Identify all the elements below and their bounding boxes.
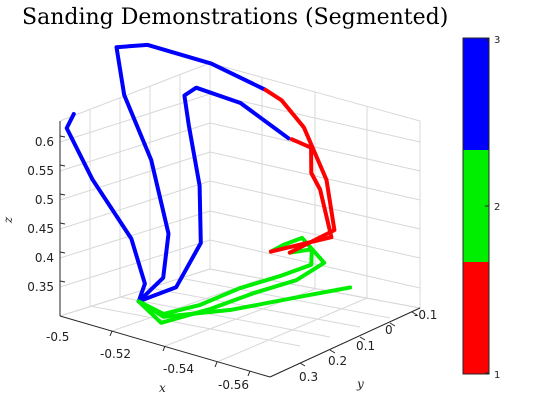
y-axis-line (269, 307, 421, 378)
series-layer (64, 42, 353, 325)
y-tick-label: 0.3 (299, 370, 318, 384)
colorbar-segment (463, 150, 489, 262)
z-tick-label: 0.4 (35, 251, 54, 265)
trajectory-segment-phase-2 (136, 247, 314, 316)
colorbar-tick-label: 3 (494, 35, 500, 46)
colorbar-tick-label: 2 (494, 202, 500, 213)
tick-labels: 0.6 0.55 0.5 0.45 0.4 0.35 -0.5 -0.52 -0… (1, 135, 437, 395)
trajectory-segment-phase-3 (64, 112, 147, 304)
trajectory-segment-phase-3 (114, 42, 268, 304)
grid (59, 62, 422, 378)
z-tick-label: 0.5 (35, 193, 54, 207)
x-axis-label: x (159, 381, 166, 395)
z-tick-label: 0.45 (27, 222, 54, 236)
trajectory-segment-phase-3 (136, 85, 291, 304)
y-tick-label: 0 (385, 323, 393, 337)
colorbar-segment (463, 262, 489, 374)
z-tick-label: 0.35 (27, 280, 54, 294)
y-tick-label: -0.1 (414, 308, 437, 322)
x-tick-label: -0.56 (218, 378, 249, 392)
trajectory-segment-phase-1 (268, 137, 334, 254)
trajectory-segment-phase-1 (263, 87, 337, 255)
chart-title: Sanding Demonstrations (Segmented) (22, 5, 448, 30)
trajectory-segment-phase-2 (136, 285, 353, 319)
z-axis-label: z (1, 216, 15, 224)
z-tick-label: 0.55 (27, 164, 54, 178)
x-tick-label: -0.5 (46, 330, 69, 344)
z-tick-label: 0.6 (35, 135, 54, 149)
y-axis-label: y (356, 377, 364, 391)
x-tick-label: -0.52 (100, 347, 131, 361)
trajectory-segment-phase-2 (136, 235, 327, 325)
axes (59, 121, 421, 378)
y-tick-label: 0.2 (328, 354, 347, 368)
colorbar-segment (463, 38, 489, 150)
y-tick-label: 0.1 (356, 339, 375, 353)
colorbar: 3 2 1 (462, 35, 500, 381)
x-tick-label: -0.54 (163, 362, 194, 376)
colorbar-tick-label: 1 (494, 370, 500, 381)
